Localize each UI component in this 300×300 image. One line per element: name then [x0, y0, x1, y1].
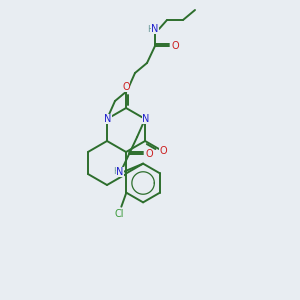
Text: N: N — [116, 167, 124, 177]
Text: O: O — [160, 146, 167, 157]
Text: H: H — [148, 25, 154, 34]
Text: O: O — [145, 149, 153, 159]
Text: H: H — [113, 167, 119, 176]
Text: N: N — [142, 114, 150, 124]
Text: O: O — [122, 82, 130, 92]
Text: O: O — [171, 41, 179, 51]
Text: N: N — [104, 114, 112, 124]
Text: Cl: Cl — [115, 209, 124, 219]
Text: N: N — [151, 24, 159, 34]
